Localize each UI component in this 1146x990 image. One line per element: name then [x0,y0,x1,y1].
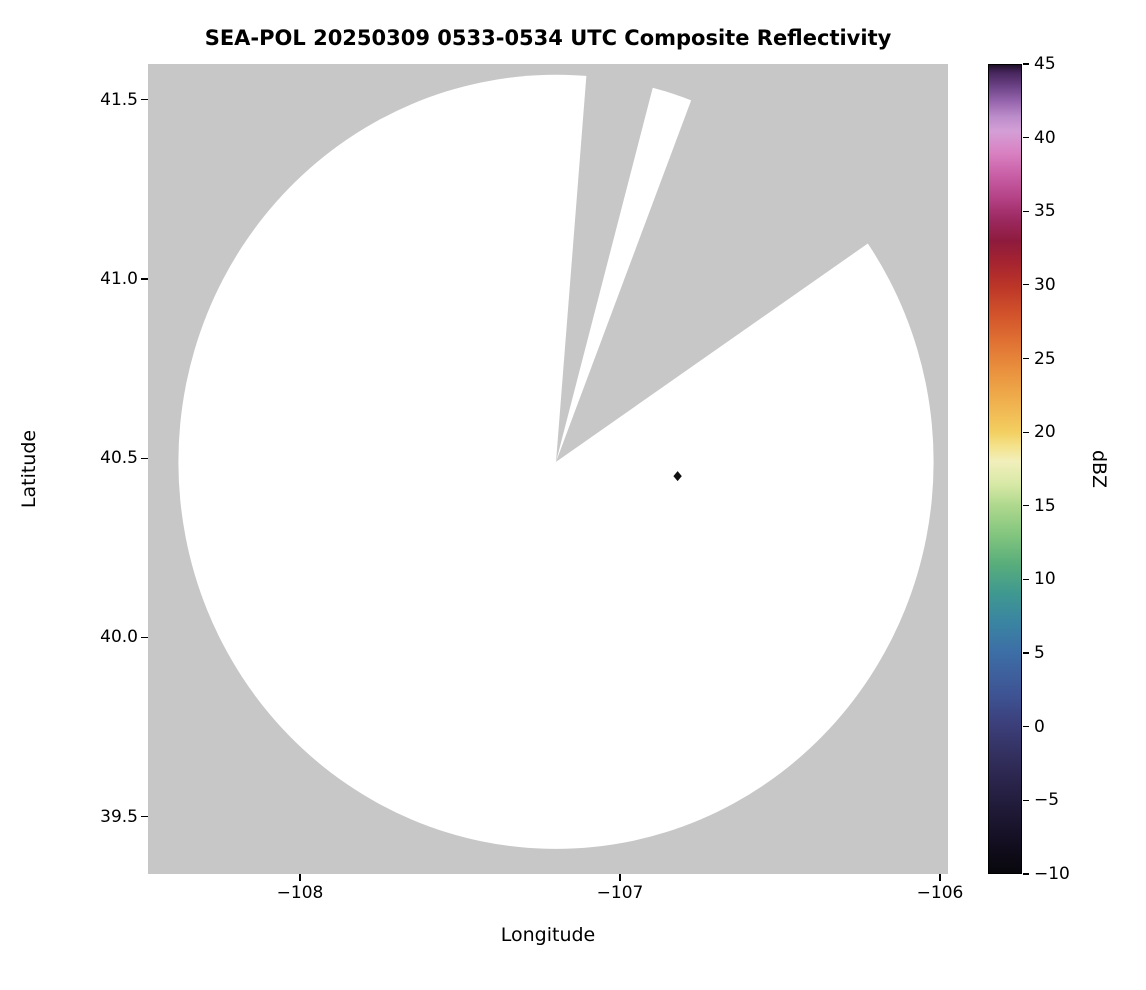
colorbar-tick-label: 0 [1034,716,1045,737]
x-tick-mark [299,874,301,881]
colorbar-tick-label: 20 [1034,422,1056,443]
colorbar-tick-label: −5 [1034,790,1060,811]
colorbar-tick-label: 5 [1034,643,1045,664]
colorbar-tick-mark [1023,137,1029,139]
chart-title: SEA-POL 20250309 0533-0534 UTC Composite… [204,26,892,50]
colorbar-tick-mark [1023,726,1029,728]
colorbar-tick-label: 40 [1034,127,1056,148]
colorbar-tick-mark [1023,873,1029,875]
colorbar-tick-mark [1023,210,1029,212]
x-tick-label: −107 [596,883,644,903]
y-tick-label: 39.5 [100,806,138,827]
colorbar-tick-mark [1023,578,1029,581]
colorbar-tick-label: 25 [1034,348,1056,369]
y-axis-label: Latitude [18,429,40,509]
colorbar-tick-label: 35 [1034,201,1056,222]
blocked-sector-wedge [556,64,659,462]
colorbar-tick-mark [1023,284,1029,286]
colorbar-tick-mark [1023,63,1029,65]
y-tick-label: 40.0 [100,627,138,648]
x-tick-label: −108 [276,883,324,903]
plot-area [148,64,948,874]
colorbar-tick-mark [1023,431,1029,433]
colorbar-tick-mark [1023,505,1029,507]
colorbar-tick-mark [1023,357,1029,360]
x-tick-label: −106 [916,883,964,903]
y-tick-label: 40.5 [100,448,138,469]
y-tick-label: 41.5 [100,89,138,110]
colorbar-tick-label: 15 [1034,495,1056,516]
colorbar [988,64,1022,874]
colorbar-label: dBZ [1088,449,1110,489]
colorbar-tick-label: 45 [1034,54,1056,74]
x-tick-mark [939,874,941,881]
x-axis-label: Longitude [500,924,596,946]
y-tick-mark [141,816,148,818]
y-tick-label: 41.0 [100,269,138,290]
colorbar-tick-label: 30 [1034,274,1056,295]
colorbar-tick-label: −10 [1034,864,1070,884]
radar-plot-canvas [148,64,948,874]
blocked-sector-wedge [556,64,948,462]
radar-point-marker [673,471,682,482]
colorbar-tick-mark [1023,799,1029,801]
y-tick-mark [141,636,148,639]
y-tick-mark [141,278,148,280]
x-tick-mark [619,874,621,881]
colorbar-tick-label: 10 [1034,569,1056,590]
colorbar-tick-mark [1023,652,1029,654]
y-tick-mark [141,99,148,101]
y-tick-mark [141,457,148,459]
